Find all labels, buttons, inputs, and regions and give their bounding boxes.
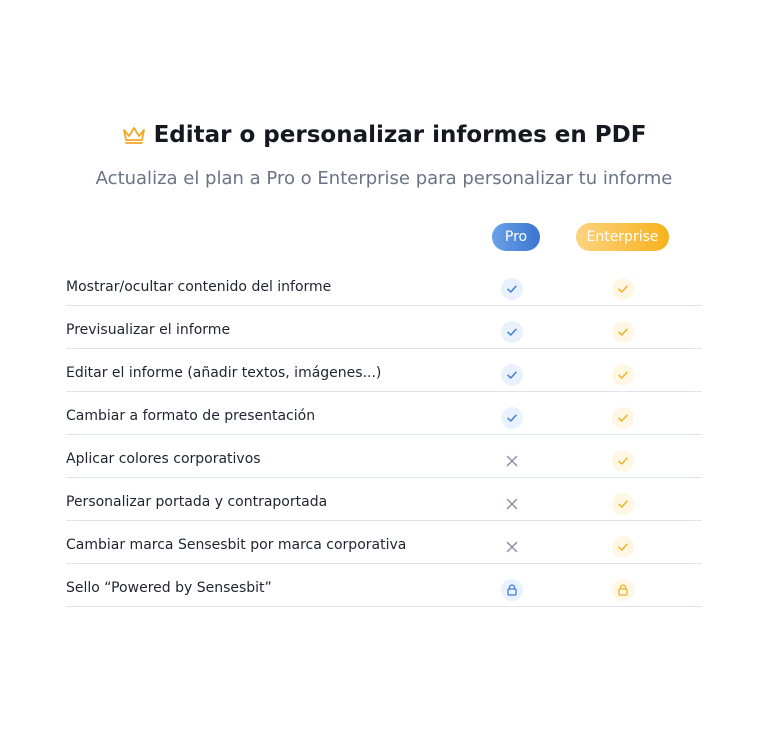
plan-badge: Enterprise (576, 223, 669, 251)
feature-row: Sello “Powered by Sensesbit” (66, 568, 702, 607)
crown-icon (122, 127, 145, 144)
feature-row: Mostrar/ocultar contenido del informe (66, 267, 702, 306)
feature-label: Cambiar a formato de presentación (66, 408, 316, 424)
feature-label: Aplicar colores corporativos (66, 451, 261, 467)
cross-icon (506, 541, 518, 553)
title: Editar o personalizar informes en PDF (153, 122, 647, 148)
lock-icon (612, 579, 634, 601)
cross-icon (506, 455, 518, 467)
check-icon (612, 407, 634, 429)
check-icon (501, 278, 523, 300)
feature-row: Personalizar portada y contraportada (66, 482, 702, 521)
feature-row: Editar el informe (añadir textos, imágen… (66, 353, 702, 392)
check-icon (612, 321, 634, 343)
check-icon (612, 278, 634, 300)
check-icon (612, 536, 634, 558)
feature-label: Previsualizar el informe (66, 322, 231, 338)
feature-label: Sello “Powered by Sensesbit” (66, 580, 272, 596)
feature-row: Previsualizar el informe (66, 310, 702, 349)
check-icon (612, 450, 634, 472)
title-wrap: Editar o personalizar informes en PDF (0, 122, 768, 148)
plan-badge: Pro (492, 223, 540, 251)
check-icon (612, 364, 634, 386)
feature-row: Aplicar colores corporativos (66, 439, 702, 478)
feature-row: Cambiar a formato de presentación (66, 396, 702, 435)
cross-icon (506, 498, 518, 510)
check-icon (501, 321, 523, 343)
check-icon (612, 493, 634, 515)
subtitle: Actualiza el plan a Pro o Enterprise par… (95, 168, 673, 189)
feature-label: Editar el informe (añadir textos, imágen… (66, 365, 382, 381)
check-icon (501, 407, 523, 429)
check-icon (501, 364, 523, 386)
lock-icon (501, 579, 523, 601)
feature-label: Personalizar portada y contraportada (66, 494, 328, 510)
feature-row: Cambiar marca Sensesbit por marca corpor… (66, 525, 702, 564)
feature-label: Cambiar marca Sensesbit por marca corpor… (66, 537, 407, 553)
feature-label: Mostrar/ocultar contenido del informe (66, 279, 332, 295)
